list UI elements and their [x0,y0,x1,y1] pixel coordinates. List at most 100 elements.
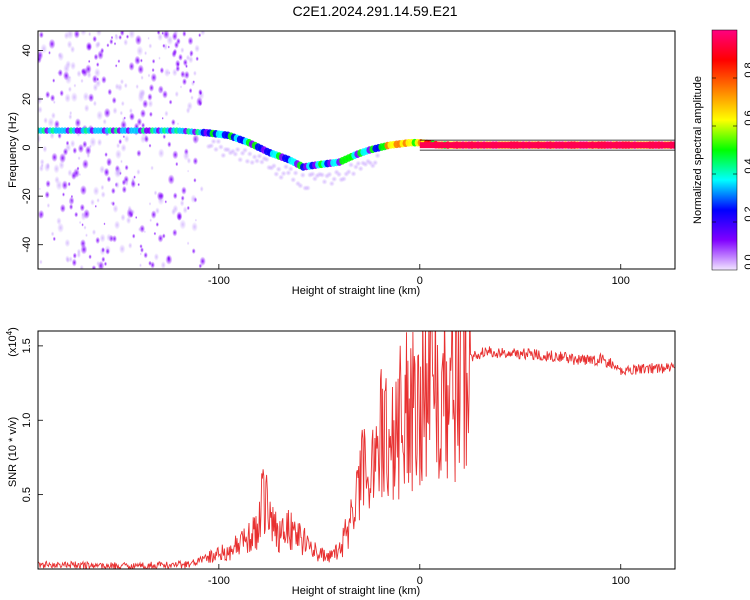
spectrogram-halo [321,178,328,185]
spectrogram-noise-blob [142,99,149,109]
x-tick-label: 0 [417,575,423,587]
spectrogram-noise-blob [179,199,185,207]
spectrogram-noise-blob [59,89,64,97]
spectrogram-noise-blob [120,78,124,85]
colorbar: 0.0 0.2 0.4 0.6 0.8 Normalized spectral ampl… [692,29,750,271]
spectrogram-noise-blob [155,222,159,227]
spectrogram-noise-blob [199,185,204,193]
spectrogram-noise-blob [76,70,82,78]
spectrogram-noise-blob [123,82,128,89]
spectrogram-noise-blob [162,31,170,40]
spectrogram-noise-blob [68,113,73,120]
spectrogram-noise-blob [198,88,203,96]
spectrogram-halo [246,150,253,157]
spectrogram-noise-blob [150,72,157,83]
spectrogram-noise-blob [136,168,141,176]
spectrogram-noise-blob [100,184,105,191]
spectrogram-noise-blob [132,233,136,239]
spectrogram-noise-blob [88,144,92,149]
spectrogram-noise-blob [158,56,161,60]
spectrogram-noise-blob [167,174,175,185]
spectrogram-noise-blob [135,84,139,90]
colorbar-label: Normalized spectral amplitude [692,76,704,224]
colorbar-tick-label: 0.8 [743,62,750,77]
spectrogram-noise-blob [155,207,160,215]
spectrogram-noise-blob [128,31,136,39]
spectrogram-noise-blob [156,31,161,36]
spectrogram-noise-blob [78,220,82,225]
spectrogram-noise-blob [180,47,185,54]
spectrogram-halo [249,159,256,166]
spectrogram-noise-blob [137,64,144,75]
spectrogram-noise-blob [115,149,122,160]
spectrogram-noise-blob [147,36,150,40]
spectrogram-noise-blob [62,192,65,197]
y-tick-label: 40 [21,44,33,56]
spectrogram-noise-blob [193,177,197,183]
spectrogram-noise-blob [92,83,99,92]
spectrogram-noise-blob [135,215,138,220]
spectrogram-halo [287,165,294,172]
spectrogram-noise-blob [38,55,42,64]
spectrogram-noise-blob [70,45,76,54]
spectrogram-noise-blob [123,38,129,47]
spectrogram-noise-blob [128,61,135,71]
spectrogram-noise-blob [167,45,170,49]
spectrogram-noise-blob [164,68,171,78]
spectrogram-noise-blob [96,260,100,267]
spectrogram-noise-blob [192,80,195,84]
colorbar-ticks: 0.0 0.2 0.4 0.6 0.8 [712,62,750,270]
y-tick-label: 1.0 [21,413,33,428]
spectrogram-noise-blob [59,152,67,164]
spectrogram-noise-blob [40,43,48,54]
spectrogram-noise-blob [119,31,125,37]
spectrogram-noise-blob [151,67,155,73]
spectrogram-noise-blob [88,59,91,64]
spectrogram-noise-blob [57,132,62,139]
spectrogram-noise-blob [57,71,60,75]
spectrogram-noise-blob [63,63,70,74]
spectrogram-halo [350,170,357,177]
spectrogram-noise-blob [177,122,179,126]
colorbar-tick-label: 0.2 [743,206,750,221]
spectrogram-noise-blob [54,119,60,129]
x-tick-label: -100 [208,575,230,587]
x-tick-label: 100 [612,275,630,287]
spectrogram-noise-blob [182,58,188,67]
spectrogram-noise-blob [182,150,190,161]
spectrogram-noise-blob [79,203,85,212]
spectrogram-noise-blob [134,55,141,65]
spectrogram-noise-blob [80,68,86,75]
spectrogram-noise-blob [162,43,166,48]
spectrogram-noise-blob [123,116,126,120]
spectrogram-noise-blob [56,217,62,226]
spectrogram-noise-blob [124,164,129,171]
spectrogram-noise-blob [144,50,148,56]
spectrogram-noise-blob [150,261,156,269]
spectrogram-halo [215,138,222,145]
spectrogram-noise-blob [106,175,112,183]
spectrogram-noise-blob [94,41,100,49]
spectrogram-noise-blob [84,104,90,113]
spectrogram-noise-blob [91,265,97,269]
spectrogram-noise-blob [120,120,127,130]
spectrogram-noise-blob [153,190,158,196]
spectrogram-noise-blob [69,203,74,211]
y-tick-label: 1.5 [21,338,33,353]
spectrogram-noise-blob [147,73,151,78]
y-tick-label: -40 [21,237,33,253]
spectrogram-halo [273,171,280,178]
spectrogram-noise-blob [153,231,157,236]
spectrogram-noise-blob [79,264,84,269]
spectrogram-noise-blob [73,83,77,88]
spectrogram-noise-blob [188,55,194,64]
spectrogram-noise-blob [165,254,173,265]
spectrogram-noise-blob [45,179,51,188]
colorbar-gradient [712,30,737,270]
spectrogram-noise-blob [127,205,132,212]
spectrogram-noise-blob [171,32,178,41]
spectrogram-noise-blob [130,179,136,189]
spectrogram-noise-blob [51,152,58,163]
spectrogram-noise-blob [50,94,56,102]
spectrogram-noise-blob [121,185,127,194]
